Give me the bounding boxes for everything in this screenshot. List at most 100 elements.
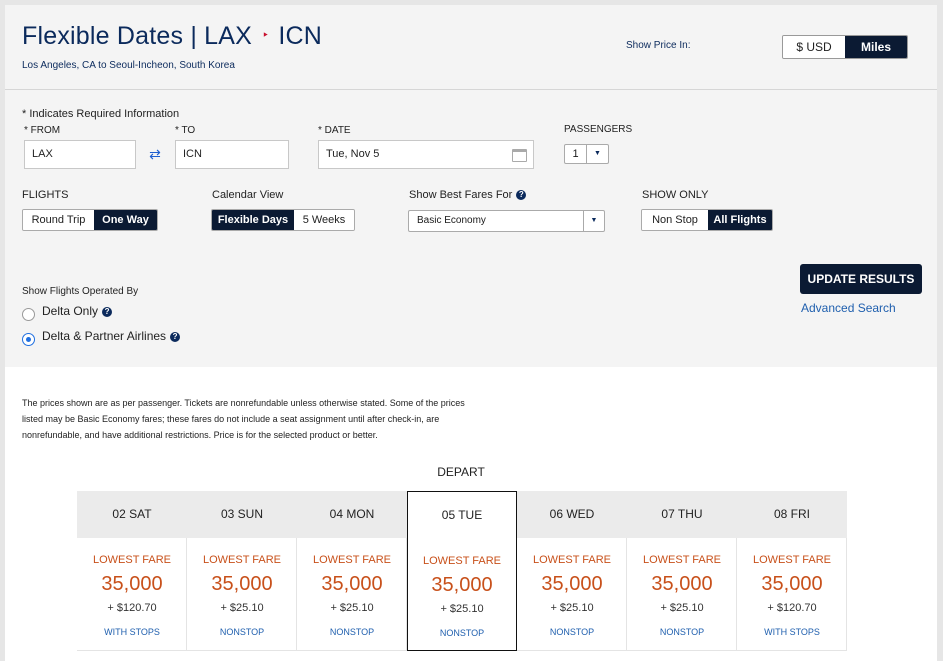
- lowest-fare-label: LOWEST FARE: [92, 554, 172, 566]
- fare-body[interactable]: LOWEST FARE 35,000 + $120.70 WITH STOPS: [77, 538, 187, 651]
- fare-miles: 35,000: [211, 573, 273, 595]
- lowest-fare-label: LOWEST FARE: [752, 554, 832, 566]
- chevron-down-icon: ▼: [594, 150, 601, 157]
- fare-miles: 35,000: [431, 574, 493, 596]
- fare-day-cell[interactable]: 05 TUE LOWEST FARE 35,000 + $25.10 NONSTOP: [407, 491, 517, 651]
- fare-day-cell[interactable]: 07 THU LOWEST FARE 35,000 + $25.10 NONSTOP: [627, 491, 737, 651]
- delta-partner-option: Delta & Partner Airlines?: [42, 329, 181, 343]
- swap-airports-icon[interactable]: ⇄: [149, 146, 161, 162]
- round-trip-button[interactable]: Round Trip: [23, 210, 94, 230]
- fare-body[interactable]: LOWEST FARE 35,000 + $25.10 NONSTOP: [187, 538, 297, 651]
- best-fares-select[interactable]: Basic Economy ▼: [408, 210, 605, 232]
- stops-label: NONSTOP: [329, 627, 375, 637]
- all-flights-button[interactable]: All Flights: [708, 210, 772, 230]
- to-input[interactable]: ICN: [175, 140, 289, 169]
- fare-miles: 35,000: [761, 573, 823, 595]
- best-fares-label: Show Best Fares For?: [409, 189, 527, 201]
- passengers-label: PASSENGERS: [564, 124, 633, 135]
- fare-body[interactable]: LOWEST FARE 35,000 + $25.10 NONSTOP: [517, 538, 627, 651]
- price-disclaimer: The prices shown are as per passenger. T…: [22, 398, 465, 440]
- required-note: * Indicates Required Information: [22, 108, 180, 120]
- delta-only-radio[interactable]: [22, 308, 35, 321]
- passengers-value: 1: [565, 145, 587, 163]
- price-toggle: $ USD Miles: [782, 35, 908, 59]
- fare-calendar: 02 SAT LOWEST FARE 35,000 + $120.70 WITH STO…: [77, 491, 847, 651]
- fare-body[interactable]: LOWEST FARE 35,000 + $120.70 WITH STOPS: [737, 538, 847, 651]
- update-results-button[interactable]: UPDATE RESULTS: [800, 264, 922, 294]
- fare-body[interactable]: LOWEST FARE 35,000 + $25.10 NONSTOP: [297, 538, 407, 651]
- route-arrow-icon: ‣: [262, 28, 270, 42]
- price-usd-button[interactable]: $ USD: [783, 36, 845, 58]
- fare-taxes: + $25.10: [220, 602, 264, 614]
- fare-taxes: + $25.10: [550, 602, 594, 614]
- fare-taxes: + $120.70: [107, 602, 157, 614]
- calendar-view-toggle: Flexible Days 5 Weeks: [211, 209, 355, 231]
- fare-day-cell[interactable]: 02 SAT LOWEST FARE 35,000 + $120.70 WITH STO…: [77, 491, 187, 651]
- lowest-fare-label: LOWEST FARE: [312, 554, 392, 566]
- fare-miles: 35,000: [101, 573, 163, 595]
- fare-body[interactable]: LOWEST FARE 35,000 + $25.10 NONSTOP: [408, 539, 516, 650]
- lowest-fare-label: LOWEST FARE: [642, 554, 722, 566]
- show-price-label: Show Price In:: [626, 40, 691, 51]
- depart-heading: DEPART: [437, 465, 485, 479]
- title-origin: Flexible Dates | LAX: [22, 22, 253, 50]
- route-subtitle: Los Angeles, CA to Seoul-Incheon, South …: [22, 60, 235, 71]
- flights-label: FLIGHTS: [22, 189, 69, 201]
- from-input[interactable]: LAX: [24, 140, 136, 169]
- date-label: * DATE: [318, 125, 351, 136]
- stops-label: NONSTOP: [659, 627, 705, 637]
- fare-body[interactable]: LOWEST FARE 35,000 + $25.10 NONSTOP: [627, 538, 737, 651]
- day-date: 07 THU: [627, 491, 737, 538]
- one-way-button[interactable]: One Way: [94, 210, 157, 230]
- delta-partner-label: Delta & Partner Airlines: [42, 329, 167, 343]
- fare-day-cell[interactable]: 08 FRI LOWEST FARE 35,000 + $120.70 WITH STO…: [737, 491, 847, 651]
- delta-only-label: Delta Only: [42, 304, 99, 318]
- flexible-days-button[interactable]: Flexible Days: [212, 210, 294, 230]
- fare-day-cell[interactable]: 04 MON LOWEST FARE 35,000 + $25.10 NONSTOP: [297, 491, 407, 651]
- fare-day-cell[interactable]: 03 SUN LOWEST FARE 35,000 + $25.10 NONSTOP: [187, 491, 297, 651]
- lowest-fare-label: LOWEST FARE: [422, 555, 502, 567]
- best-fares-label-text: Show Best Fares For: [409, 189, 513, 201]
- show-only-label: SHOW ONLY: [642, 189, 709, 201]
- date-input[interactable]: Tue, Nov 5: [318, 140, 534, 169]
- lowest-fare-label: LOWEST FARE: [202, 554, 282, 566]
- page-title: Flexible Dates | LAX ‣ ICN: [22, 22, 322, 51]
- stops-label: NONSTOP: [219, 627, 265, 637]
- flights-toggle: Round Trip One Way: [22, 209, 158, 231]
- calendar-icon[interactable]: [512, 149, 527, 162]
- stops-label: NONSTOP: [549, 627, 595, 637]
- delta-partner-radio[interactable]: [22, 333, 35, 346]
- passengers-select[interactable]: 1 ▼: [564, 144, 609, 164]
- best-fares-value: Basic Economy: [409, 211, 584, 231]
- fare-taxes: + $120.70: [767, 602, 817, 614]
- help-icon[interactable]: ?: [102, 307, 113, 317]
- five-weeks-button[interactable]: 5 Weeks: [294, 210, 354, 230]
- page: Flexible Dates | LAX ‣ ICN Los Angeles, CA…: [5, 5, 937, 661]
- stops-label: NONSTOP: [439, 628, 485, 638]
- day-date: 04 MON: [297, 491, 407, 538]
- results-panel: The prices shown are as per passenger. T…: [5, 367, 937, 661]
- day-date: 03 SUN: [187, 491, 297, 538]
- day-date: 02 SAT: [77, 491, 187, 538]
- title-destination: ICN: [278, 22, 322, 50]
- fare-day-cell[interactable]: 06 WED LOWEST FARE 35,000 + $25.10 NONSTOP: [517, 491, 627, 651]
- chevron-down-icon: ▼: [590, 217, 598, 224]
- operated-by-label: Show Flights Operated By: [22, 286, 139, 297]
- calendar-view-label: Calendar View: [212, 189, 284, 201]
- help-icon[interactable]: ?: [170, 332, 181, 342]
- fare-miles: 35,000: [651, 573, 713, 595]
- header: Flexible Dates | LAX ‣ ICN Los Angeles, CA…: [5, 5, 937, 90]
- fare-miles: 35,000: [321, 573, 383, 595]
- from-label: * FROM: [24, 125, 61, 136]
- to-label: * TO: [175, 125, 196, 136]
- stops-label: WITH STOPS: [764, 627, 820, 637]
- price-miles-button[interactable]: Miles: [845, 36, 907, 58]
- advanced-search-link[interactable]: Advanced Search: [801, 301, 896, 315]
- lowest-fare-label: LOWEST FARE: [532, 554, 612, 566]
- fare-miles: 35,000: [541, 573, 603, 595]
- help-icon[interactable]: ?: [516, 190, 527, 200]
- stops-label: WITH STOPS: [104, 627, 160, 637]
- day-date: 05 TUE: [408, 492, 516, 539]
- non-stop-button[interactable]: Non Stop: [642, 210, 708, 230]
- fare-taxes: + $25.10: [440, 603, 484, 615]
